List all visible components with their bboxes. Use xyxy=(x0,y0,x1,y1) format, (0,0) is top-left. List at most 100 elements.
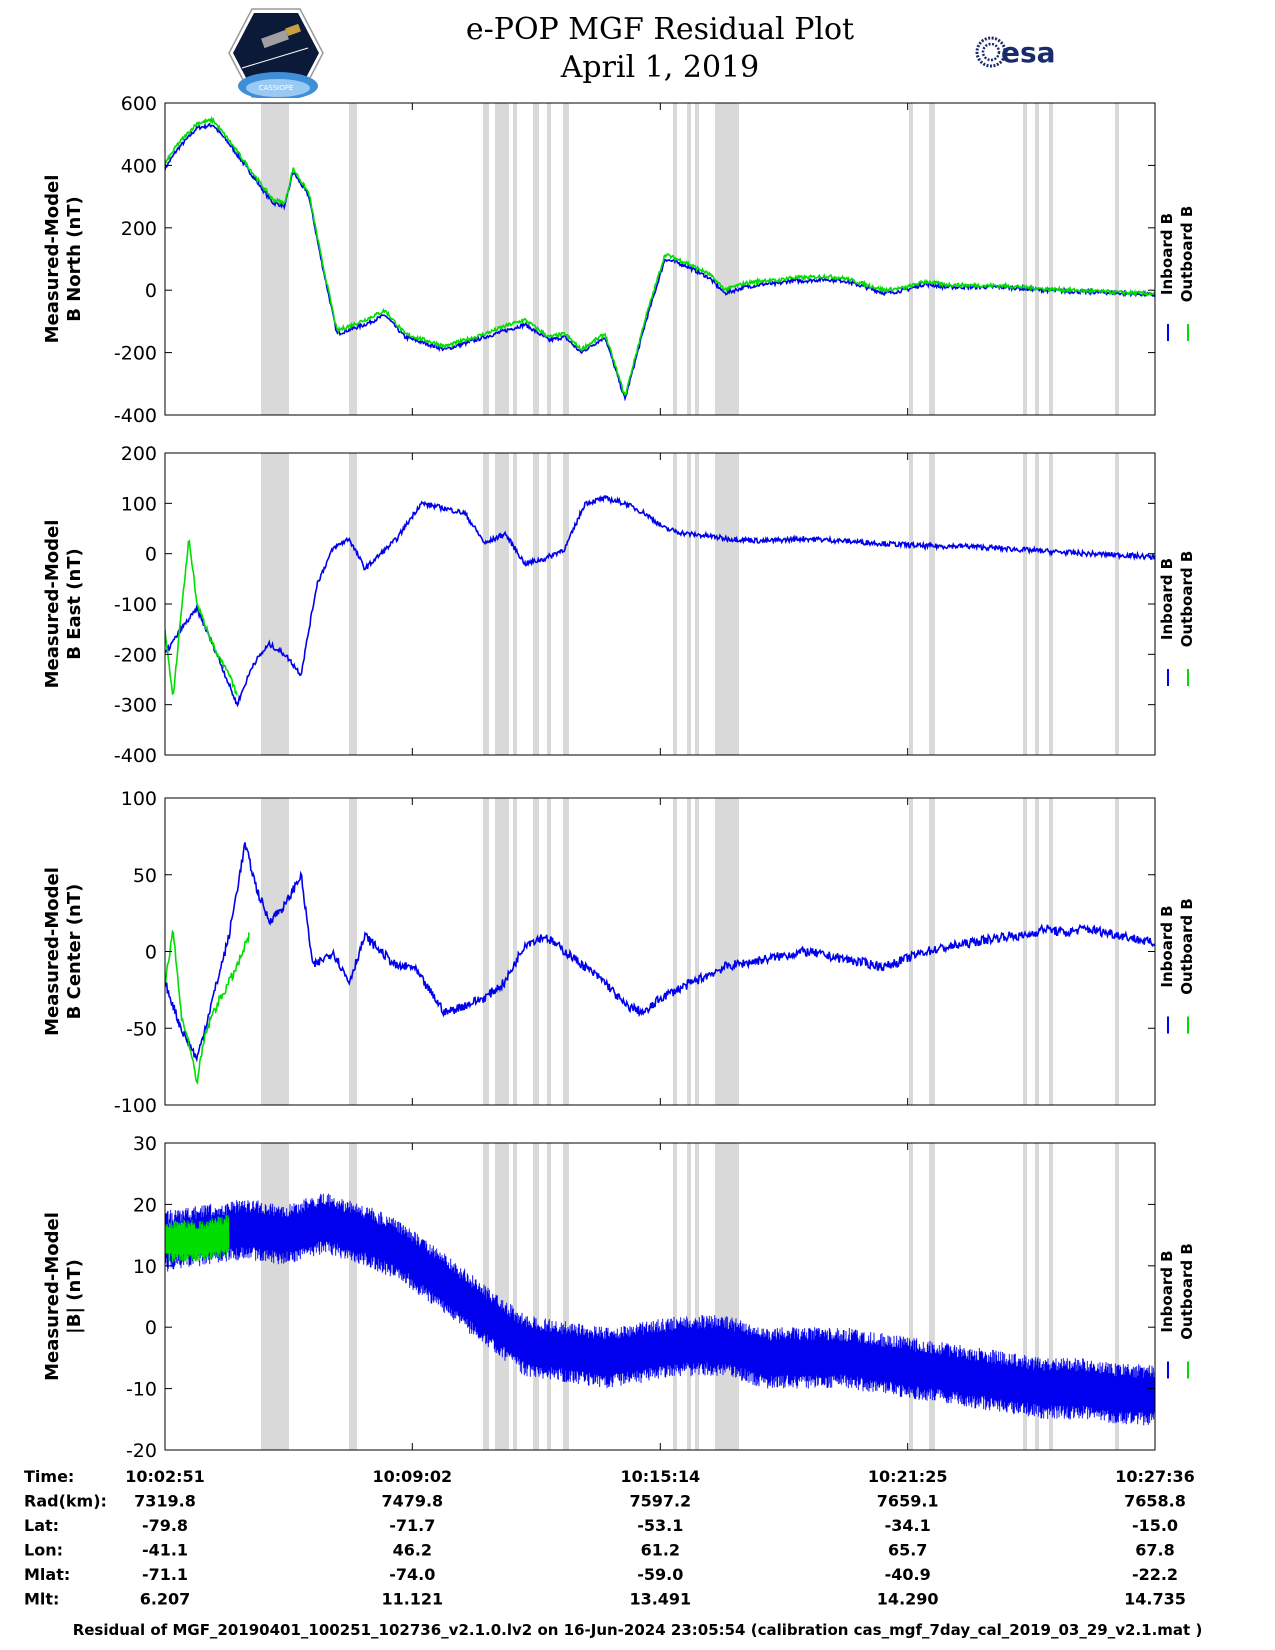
gap-band xyxy=(513,103,517,415)
gap-band xyxy=(1023,453,1027,755)
ephemeris-value: 7319.8 xyxy=(134,1492,196,1511)
gap-band xyxy=(1023,798,1027,1105)
gap-band xyxy=(533,1143,539,1450)
gap-band xyxy=(1049,453,1053,755)
gap-band xyxy=(673,1143,677,1450)
gap-band xyxy=(563,103,569,415)
y-tick-label: 20 xyxy=(133,1194,157,1216)
gap-band xyxy=(547,103,551,415)
gap-band xyxy=(929,1143,935,1450)
ephemeris-value: 7479.8 xyxy=(381,1492,443,1511)
page-subtitle: April 1, 2019 xyxy=(560,50,760,85)
esa-logo-icon: esa xyxy=(975,36,1056,69)
ephemeris-value: -74.0 xyxy=(389,1565,435,1584)
y-axis-label: B North (nT) xyxy=(64,196,85,322)
panel-1: -400 -200 0 200 400 600 Measured-Model B North … xyxy=(42,93,1196,427)
gap-band xyxy=(563,1143,569,1450)
ephemeris-row-label: Time: xyxy=(24,1467,74,1486)
ephemeris-row-label: Rad(km): xyxy=(24,1492,107,1511)
gap-band xyxy=(349,798,357,1105)
gap-band xyxy=(673,798,677,1105)
legend-label: Outboard B xyxy=(1178,551,1196,648)
y-tick-label: 400 xyxy=(121,155,157,177)
gap-band xyxy=(1115,1143,1119,1450)
gap-band xyxy=(483,453,489,755)
cassiope-mission-patch-icon: CASSIOPE xyxy=(228,8,324,98)
ephemeris-row-label: Mlat: xyxy=(24,1565,70,1584)
gap-band xyxy=(547,798,551,1105)
gap-band xyxy=(1035,103,1039,415)
ephemeris-value: 7658.8 xyxy=(1124,1492,1186,1511)
gap-band xyxy=(547,1143,551,1450)
y-tick-label: 10 xyxy=(133,1256,157,1278)
y-tick-label: -400 xyxy=(114,745,157,767)
ephemeris-value: 10:27:36 xyxy=(1115,1467,1195,1486)
series-line-inboard xyxy=(165,1193,1155,1426)
plot-frame xyxy=(164,797,1156,1106)
gap-band xyxy=(547,453,551,755)
gap-band xyxy=(563,453,569,755)
panel-3: -100 -50 0 50 100 Measured-Model B Center (nT)… xyxy=(42,788,1196,1117)
ephemeris-value: -41.1 xyxy=(142,1541,188,1560)
ephemeris-value: 61.2 xyxy=(641,1541,680,1560)
gap-band xyxy=(715,103,739,415)
y-tick-label: -10 xyxy=(126,1379,157,1401)
y-axis-label: B East (nT) xyxy=(64,548,85,660)
y-tick-label: 100 xyxy=(121,493,157,515)
gap-band xyxy=(513,1143,517,1450)
y-tick-label: 200 xyxy=(121,443,157,465)
ephemeris-value: 46.2 xyxy=(393,1541,432,1560)
ephemeris-value: -71.7 xyxy=(389,1516,435,1535)
legend-label: Inboard B xyxy=(1158,905,1176,987)
gap-band xyxy=(909,103,913,415)
ephemeris-value: -15.0 xyxy=(1132,1516,1178,1535)
ephemeris-row-label: Lon: xyxy=(24,1541,63,1560)
gap-band xyxy=(1035,453,1039,755)
gap-band xyxy=(483,798,489,1105)
gap-band xyxy=(695,798,699,1105)
y-axis-label: B Center (nT) xyxy=(64,884,85,1020)
legend-label: Outboard B xyxy=(1178,206,1196,303)
gap-band xyxy=(687,453,691,755)
gap-band xyxy=(261,1143,289,1450)
gap-band xyxy=(687,103,691,415)
y-tick-label: 0 xyxy=(145,1317,157,1339)
y-axis-label: Measured-Model xyxy=(42,867,63,1036)
y-axis-label: Measured-Model xyxy=(42,1212,63,1381)
ephemeris-value: -71.1 xyxy=(142,1565,188,1584)
legend-label: Inboard B xyxy=(1158,1250,1176,1332)
ephemeris-value: -79.8 xyxy=(142,1516,188,1535)
legend-label: Inboard B xyxy=(1158,213,1176,295)
gap-band xyxy=(495,1143,509,1450)
y-tick-label: -200 xyxy=(114,644,157,666)
gap-band xyxy=(495,798,509,1105)
series-line-outboard xyxy=(165,1214,230,1263)
ephemeris-value: 7597.2 xyxy=(629,1492,691,1511)
gap-band xyxy=(261,453,289,755)
ephemeris-value: 7659.1 xyxy=(877,1492,939,1511)
ephemeris-value: 6.207 xyxy=(140,1590,191,1609)
y-axis-label: Measured-Model xyxy=(42,175,63,344)
series-line-inboard xyxy=(165,842,1155,1063)
gap-band xyxy=(349,1143,357,1450)
ephemeris-value: 65.7 xyxy=(888,1541,927,1560)
ephemeris-value: -53.1 xyxy=(637,1516,683,1535)
gap-band xyxy=(1115,103,1119,415)
y-tick-label: -300 xyxy=(114,695,157,717)
y-tick-label: -100 xyxy=(114,1095,157,1117)
ephemeris-value: 14.290 xyxy=(877,1590,939,1609)
gap-band xyxy=(261,103,289,415)
series-line-inboard xyxy=(165,121,1155,402)
panel-2: -400 -300 -200 -100 0 100 200 Measured-Model B E… xyxy=(42,443,1196,767)
ephemeris-value: 10:21:25 xyxy=(868,1467,948,1486)
ephemeris-value: 14.735 xyxy=(1124,1590,1186,1609)
ephemeris-value: -34.1 xyxy=(885,1516,931,1535)
gap-band xyxy=(349,453,357,755)
gap-band xyxy=(1035,1143,1039,1450)
y-tick-label: 200 xyxy=(121,218,157,240)
gap-band xyxy=(909,1143,913,1450)
gap-band xyxy=(929,103,935,415)
y-tick-label: -50 xyxy=(126,1018,157,1040)
legend-label: Outboard B xyxy=(1178,898,1196,995)
